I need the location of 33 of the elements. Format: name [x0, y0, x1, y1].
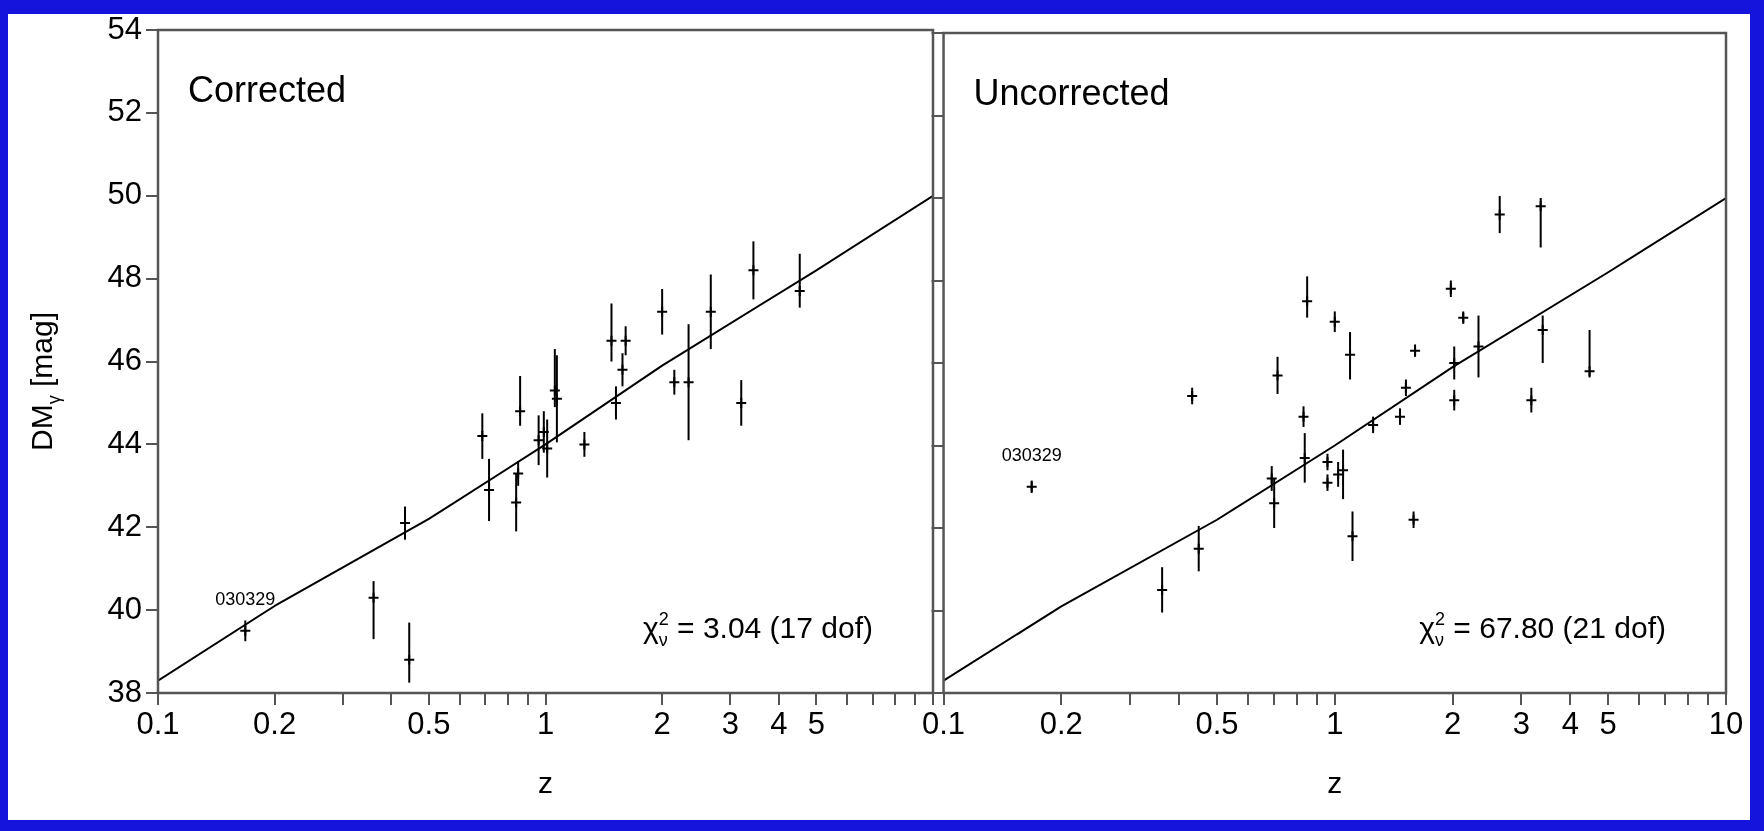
x-tick-label: 1: [1326, 706, 1344, 742]
y-tick-label: 54: [107, 10, 142, 46]
x-axis-title: z: [1327, 766, 1343, 799]
text: Corrected: [188, 69, 347, 110]
x-tick-label: 5: [1599, 706, 1617, 742]
y-tick-label: 42: [107, 507, 142, 543]
x-tick-label: 2: [1443, 706, 1462, 742]
y-tick-label: 48: [107, 259, 142, 295]
y-tick-label: 46: [107, 342, 142, 378]
annotation: 030329: [1001, 444, 1062, 465]
text: Uncorrected: [973, 72, 1170, 113]
x-tick-label: 1: [536, 706, 555, 742]
x-tick-label: 0.1: [921, 706, 966, 742]
y-tick-label: 50: [107, 176, 142, 212]
x-tick-label: 0.2: [253, 706, 297, 742]
y-tick-label: 52: [107, 93, 142, 129]
annotation: 030329: [215, 588, 276, 609]
x-tick-label: 0.2: [1039, 706, 1083, 742]
x-tick-label: 0.1: [136, 706, 180, 742]
y-tick-label: 40: [107, 590, 142, 626]
x-tick-label: 0.5: [407, 706, 451, 742]
x-tick-label: 4: [770, 706, 788, 742]
y-tick-label: 38: [107, 673, 142, 709]
x-tick-label: 0.5: [1195, 706, 1239, 742]
x-tick-label: 3: [1512, 706, 1531, 742]
x-axis-title: z: [538, 766, 553, 799]
x-tick-label: 4: [1561, 706, 1579, 742]
x-tick-label: 5: [807, 706, 825, 742]
x-tick-label: 10: [1708, 706, 1744, 742]
y-tick-label: 44: [107, 424, 142, 460]
x-tick-label: 3: [721, 706, 740, 742]
x-tick-label: 2: [653, 706, 671, 742]
y-axis-title: DMγ [mag]: [25, 311, 64, 452]
